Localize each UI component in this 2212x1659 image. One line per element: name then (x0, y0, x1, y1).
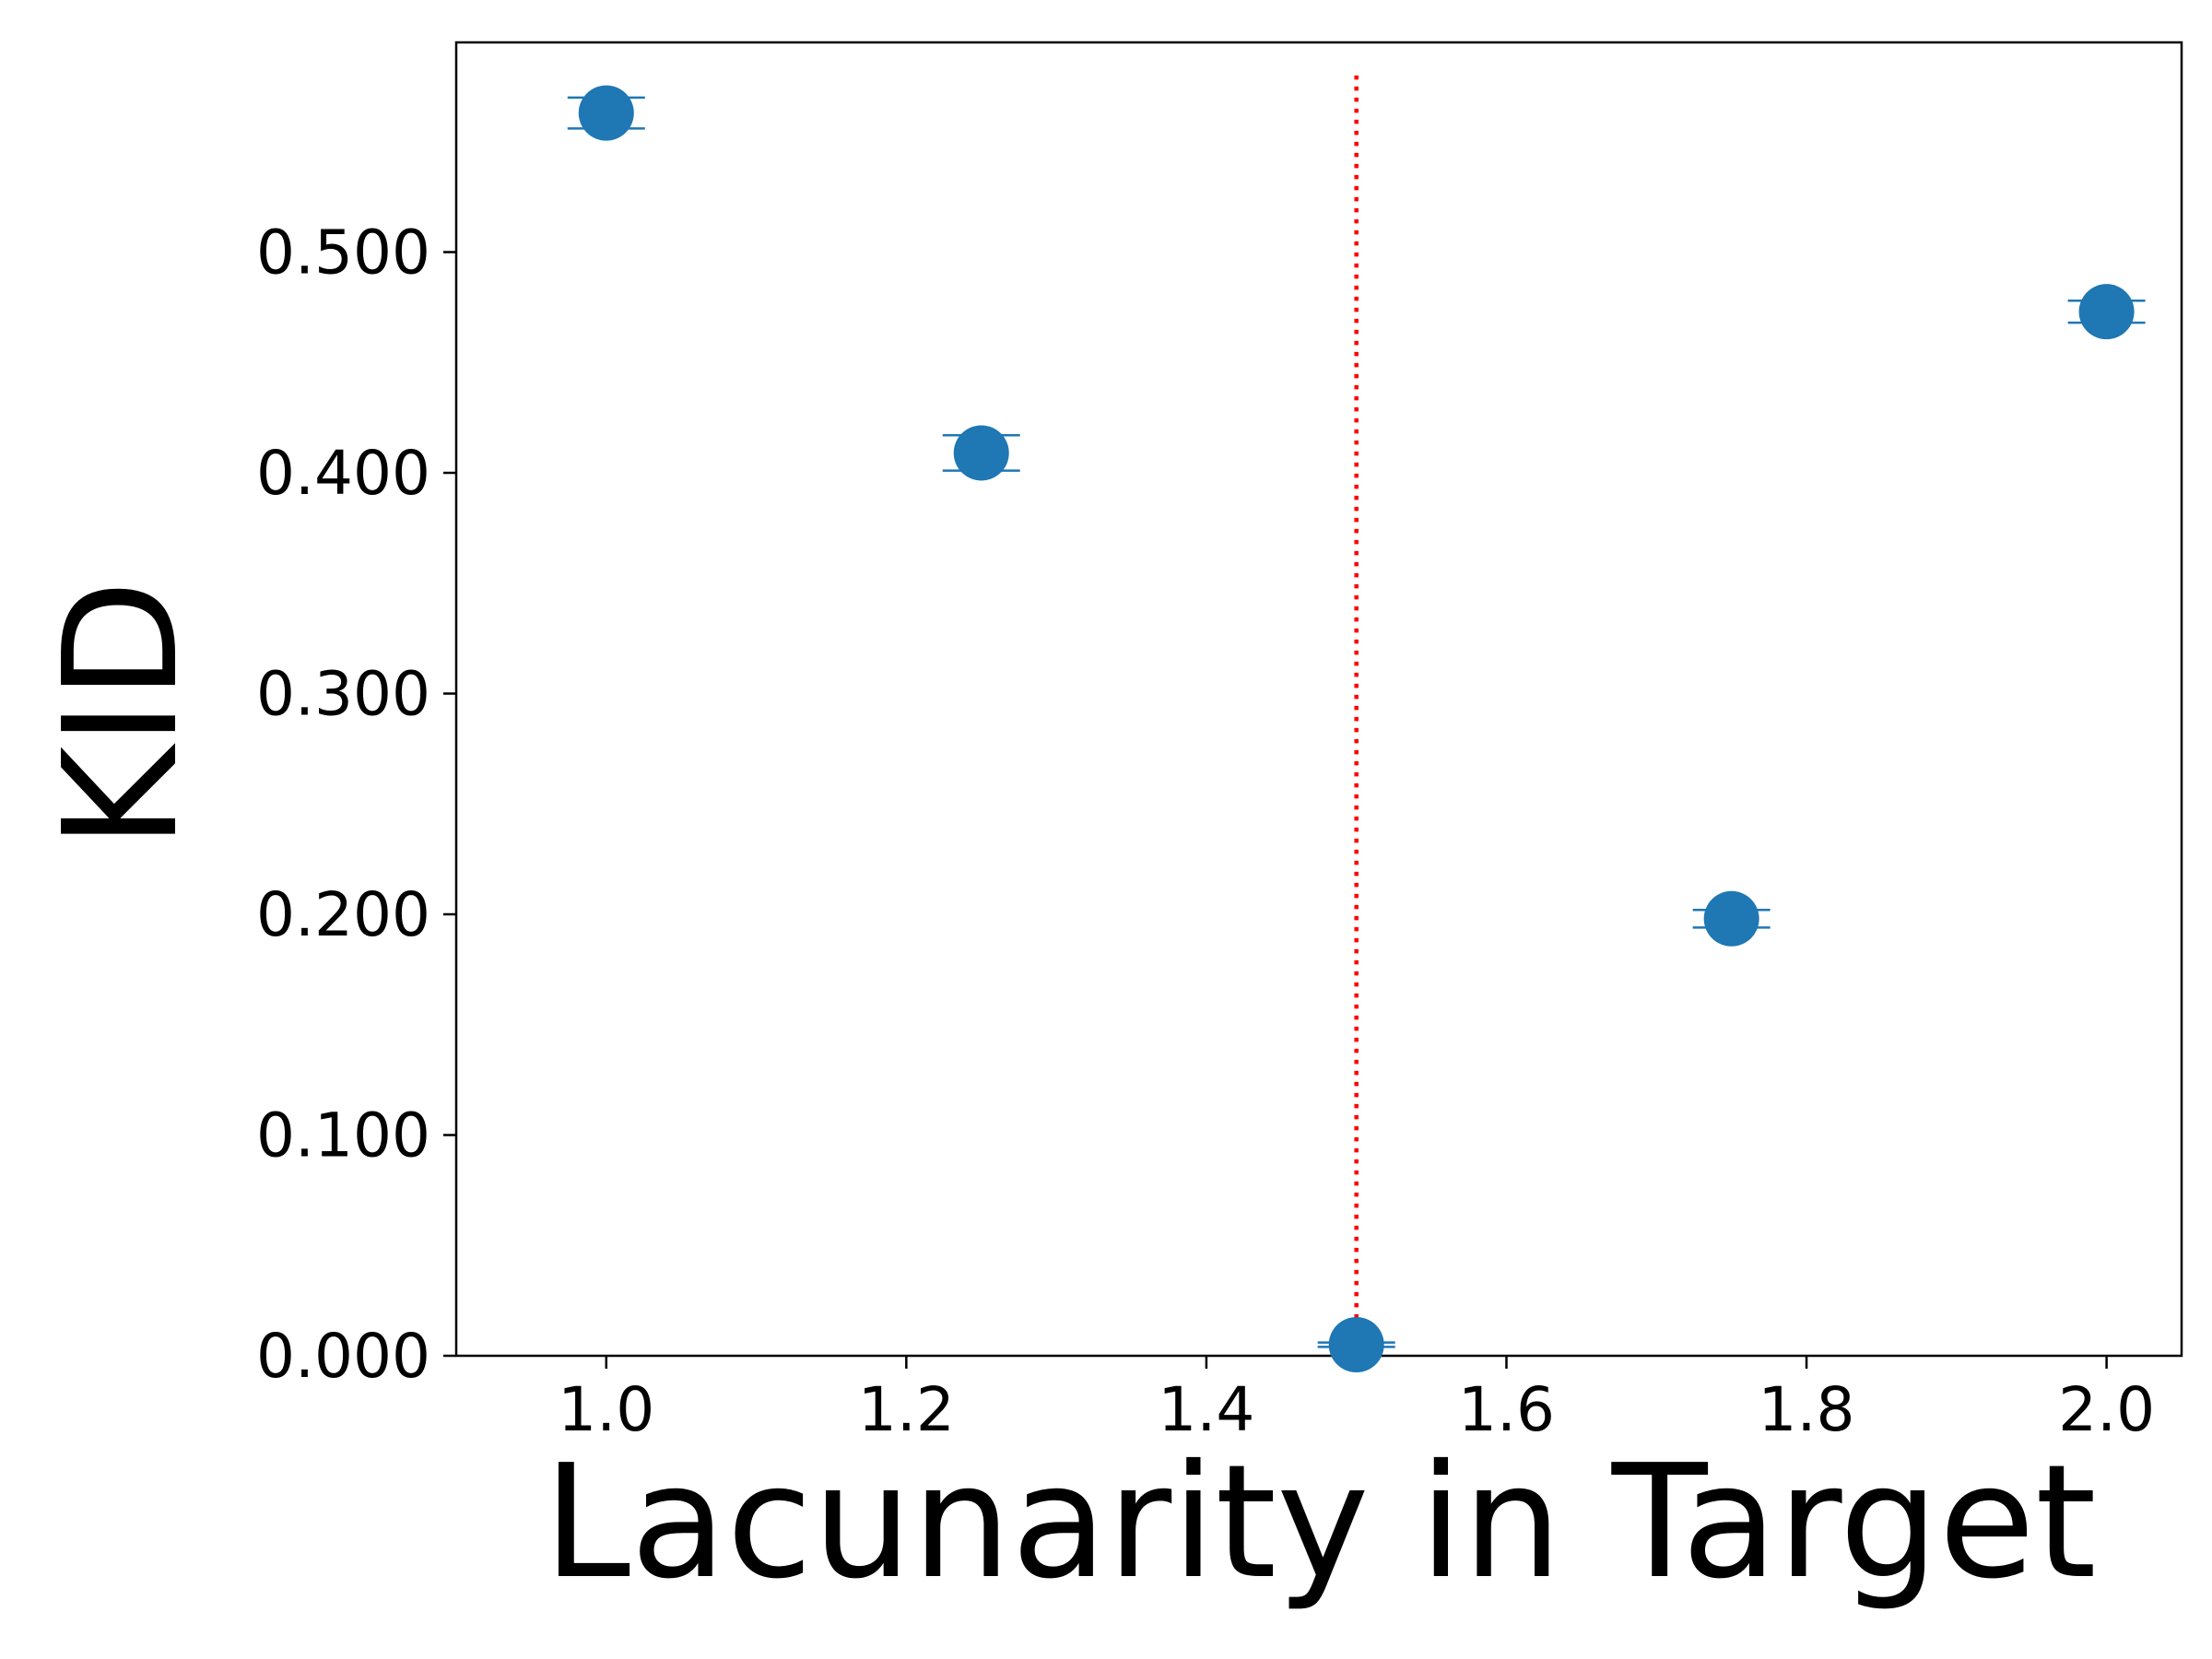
plot-area (454, 41, 2183, 1373)
data-point (1317, 1317, 1395, 1373)
y-tick-label: 0.500 (256, 218, 430, 288)
y-axis: 0.000 0.100 0.200 0.300 0.400 0.500 (256, 218, 456, 1392)
y-tick-label: 0.200 (256, 879, 430, 950)
y-axis-label: KID (30, 580, 213, 850)
y-tick-label: 0.100 (256, 1100, 430, 1171)
marker (1703, 890, 1759, 947)
x-axis: 1.0 1.2 1.4 1.6 1.8 2.0 (558, 1356, 2155, 1445)
x-tick-label: 1.6 (1458, 1374, 1555, 1445)
x-tick-label: 1.4 (1158, 1374, 1254, 1445)
marker (2078, 284, 2135, 340)
marker (1328, 1317, 1384, 1373)
plot-frame (454, 41, 2183, 1358)
x-axis-label: Lacunarity in Target (543, 1431, 2096, 1614)
y-tick-label: 0.300 (256, 659, 430, 730)
y-tick-label: 0.000 (256, 1321, 430, 1392)
data-point (1692, 890, 1771, 947)
data-point (567, 85, 645, 141)
x-tick-label: 1.8 (1759, 1374, 1855, 1445)
data-point (942, 425, 1020, 481)
marker (578, 85, 634, 141)
y-tick-label: 0.400 (256, 438, 430, 509)
x-tick-label: 2.0 (2058, 1374, 2155, 1445)
marker (953, 425, 1009, 481)
x-tick-label: 1.0 (558, 1374, 654, 1445)
x-tick-label: 1.2 (858, 1374, 955, 1445)
data-point (2067, 284, 2146, 340)
